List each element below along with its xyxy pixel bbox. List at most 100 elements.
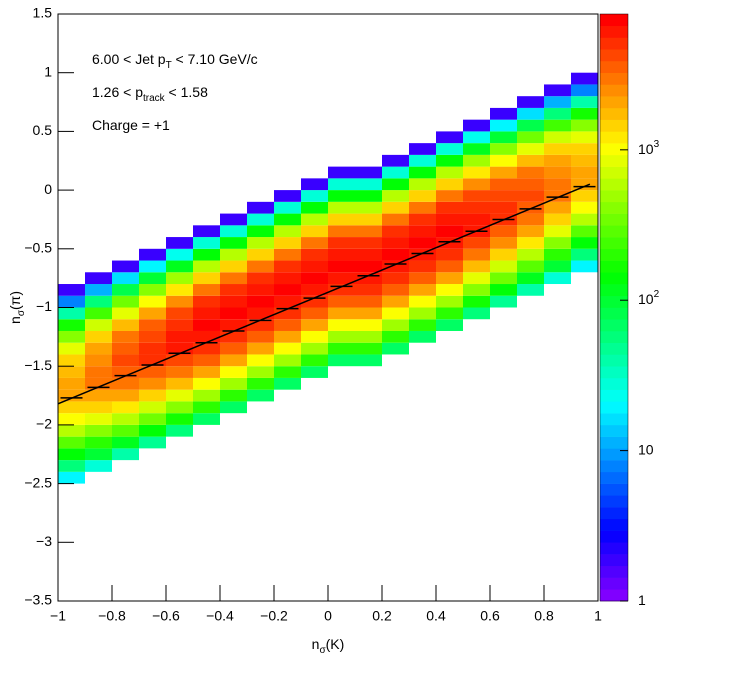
heat-cell	[247, 377, 274, 390]
heat-cell	[409, 284, 436, 296]
text-part: σ	[16, 309, 27, 316]
heat-cell	[220, 225, 247, 238]
heat-cell	[463, 213, 490, 226]
heat-cell	[490, 260, 517, 273]
heat-cell	[409, 166, 436, 179]
colorbar-step	[600, 225, 628, 238]
heat-cell	[274, 330, 301, 343]
heat-cell	[247, 213, 274, 226]
heat-cell	[544, 154, 571, 167]
heat-cell	[490, 201, 517, 214]
heat-cell	[463, 295, 490, 308]
heat-cell	[274, 354, 301, 367]
heat-cell	[355, 166, 382, 179]
heat-cell	[490, 107, 517, 120]
heat-cell	[274, 272, 301, 285]
heat-cell	[490, 131, 517, 144]
heat-cell	[139, 389, 166, 402]
heat-cell	[139, 330, 166, 343]
heat-cell	[436, 272, 463, 285]
y-axis-label: nσ(π)	[7, 291, 27, 324]
y-tick-label: −2	[36, 416, 52, 432]
y-tick-label: 0.5	[33, 122, 53, 138]
heat-cell	[220, 260, 247, 273]
heat-cell	[571, 248, 598, 261]
x-tick-label: −0.6	[152, 608, 180, 624]
heat-cell	[85, 272, 112, 285]
heat-cell	[247, 389, 274, 402]
heat-cell	[58, 448, 85, 461]
heat-cell	[328, 213, 355, 226]
heat-cell	[544, 248, 571, 261]
text-part: T	[166, 60, 172, 71]
heat-cell	[220, 366, 247, 378]
z-tick-base: 10	[638, 291, 654, 307]
heat-cell	[112, 272, 139, 285]
heat-cell	[58, 330, 85, 343]
heat-cell	[409, 178, 436, 191]
heat-cell	[355, 237, 382, 249]
heat-cell	[517, 260, 544, 273]
heat-cell	[112, 448, 139, 461]
colorbar-step	[600, 460, 628, 473]
text-part: n	[312, 636, 320, 652]
heat-cell	[139, 342, 166, 355]
colorbar-step	[600, 37, 628, 50]
heat-cell	[58, 460, 85, 472]
heat-cell	[355, 260, 382, 273]
heat-cell	[247, 342, 274, 355]
heat-cell	[409, 143, 436, 155]
heat-cell	[274, 342, 301, 355]
heat-cell	[220, 237, 247, 249]
heat-cell	[355, 248, 382, 261]
colorbar-step	[600, 413, 628, 426]
heat-cell	[409, 260, 436, 273]
heat-cell	[58, 401, 85, 414]
heat-cell	[301, 354, 328, 367]
colorbar-step	[600, 354, 628, 367]
y-tick-label: −1.5	[24, 357, 52, 373]
heat-cell	[301, 319, 328, 331]
colorbar-step	[600, 377, 628, 390]
heat-cell	[85, 319, 112, 331]
heat-cell	[58, 471, 85, 484]
heat-cell	[166, 319, 193, 331]
heat-cell	[463, 166, 490, 179]
heat-cell	[355, 330, 382, 343]
heat-cell	[409, 213, 436, 226]
heat-cell	[517, 190, 544, 202]
heat-cell	[490, 190, 517, 202]
heat-cell	[382, 213, 409, 226]
heat-cell	[247, 237, 274, 249]
heat-cell	[571, 213, 598, 226]
heat-cell	[85, 424, 112, 437]
heat-cell	[355, 178, 382, 191]
heat-cell	[544, 237, 571, 249]
heat-cell	[112, 436, 139, 449]
heat-cell	[409, 190, 436, 202]
colorbar-step	[600, 49, 628, 62]
heat-cell	[301, 201, 328, 214]
heat-cell	[517, 225, 544, 238]
annotation: 6.00 < Jet pT < 7.10 GeV/c	[92, 51, 258, 71]
colorbar-step	[600, 295, 628, 308]
colorbar-step	[600, 565, 628, 578]
colorbar-step	[600, 154, 628, 167]
heat-cell	[301, 237, 328, 249]
heat-cell	[193, 330, 220, 343]
colorbar-step	[600, 237, 628, 250]
heat-cell	[382, 342, 409, 355]
x-tick-label: 1	[594, 608, 602, 624]
colorbar-step	[600, 342, 628, 355]
colorbar-step	[600, 60, 628, 73]
heat-cell	[274, 213, 301, 226]
heat-cell	[85, 284, 112, 296]
heat-cell	[436, 131, 463, 144]
z-tick-base: 10	[638, 141, 654, 157]
heat-cell	[274, 284, 301, 296]
heat-cell	[85, 366, 112, 378]
heat-cell	[193, 377, 220, 390]
heat-cell	[112, 366, 139, 378]
heat-cell	[463, 119, 490, 132]
heat-cell	[355, 342, 382, 355]
